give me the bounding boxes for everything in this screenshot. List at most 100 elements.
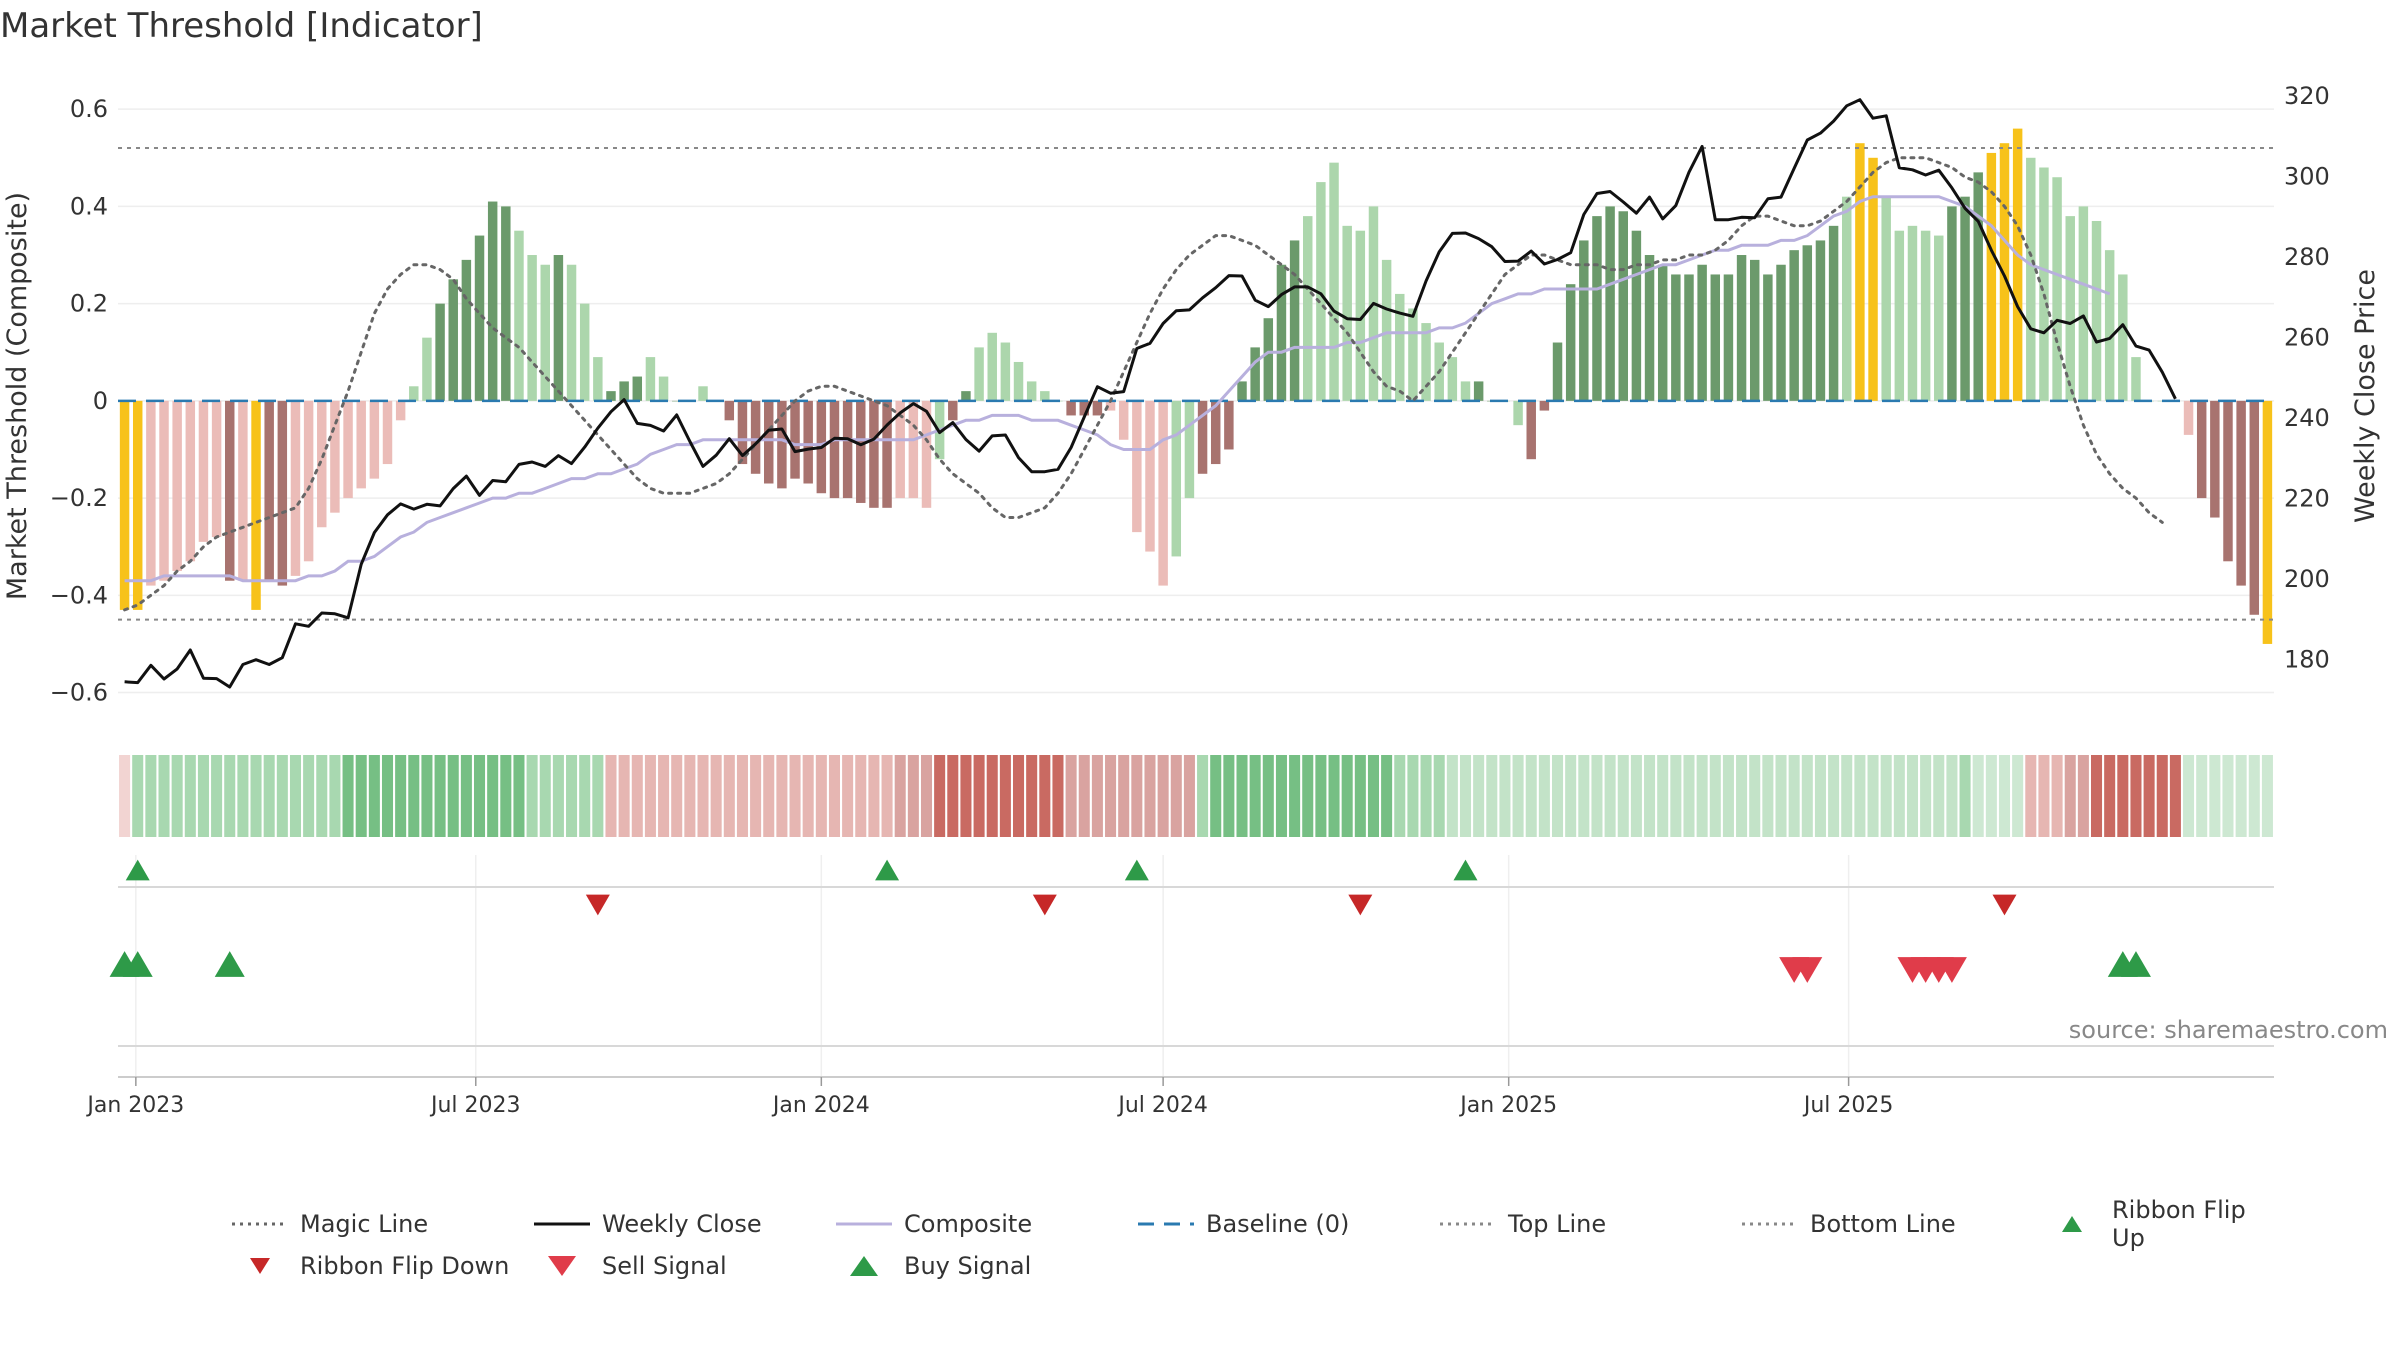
- composite-bar: [198, 400, 209, 542]
- composite-bar: [1329, 162, 1339, 401]
- legend-label: Magic Line: [300, 1210, 429, 1238]
- composite-bar: [1381, 259, 1392, 401]
- ribbon-cell: [1052, 755, 1064, 837]
- composite-bar: [435, 303, 445, 401]
- ribbon-cell: [1065, 755, 1077, 837]
- x-tick-label: Jul 2024: [1116, 1093, 1208, 1118]
- composite-bar: [1802, 245, 1813, 401]
- composite-bar: [2091, 220, 2102, 401]
- ribbon-cell: [1525, 755, 1537, 837]
- legend-item: Magic Line: [230, 1205, 532, 1243]
- ribbon-flip-up-marker: [1124, 859, 1149, 881]
- composite-bar: [842, 400, 853, 499]
- composite-bar: [1092, 400, 1103, 416]
- ribbon-cell: [1683, 755, 1695, 837]
- ribbon-cell: [920, 755, 933, 837]
- composite-bar: [2012, 128, 2023, 401]
- ribbon-cell: [1026, 755, 1038, 837]
- ribbon-cell: [802, 755, 814, 837]
- legend-label: Ribbon Flip Up: [2112, 1196, 2246, 1252]
- x-tick-label: Jul 2025: [1802, 1093, 1894, 1118]
- composite-bar: [1447, 357, 1458, 401]
- composite-bar: [1158, 400, 1168, 586]
- ribbon-cell: [1814, 755, 1826, 837]
- composite-bar: [2118, 274, 2128, 401]
- ribbon-cell: [1262, 755, 1274, 837]
- ribbon-cell: [1105, 755, 1117, 837]
- ribbon-cell: [421, 755, 433, 837]
- ribbon-cell: [211, 755, 223, 837]
- ribbon-cell: [1644, 755, 1656, 837]
- legend-label: Baseline (0): [1206, 1210, 1350, 1238]
- ribbon-cell: [1854, 755, 1866, 837]
- ribbon-cell: [1381, 755, 1393, 837]
- composite-bar: [2210, 400, 2220, 518]
- magic-line: [123, 156, 2164, 612]
- composite-bar: [1618, 211, 1628, 401]
- ribbon-cell: [934, 755, 946, 837]
- ribbon-cell: [119, 755, 131, 837]
- composite-bar: [829, 400, 840, 499]
- ribbon-cell: [316, 755, 328, 837]
- ribbon-cell: [1828, 755, 1840, 837]
- ribbon-cell: [644, 755, 656, 837]
- composite-bar: [1815, 240, 1826, 401]
- composite-line: [124, 195, 2111, 583]
- legend-label: Composite: [904, 1210, 1033, 1238]
- ribbon-cell: [1617, 755, 1629, 837]
- ribbon-cell: [395, 755, 407, 837]
- ribbon-cell: [355, 755, 367, 837]
- ribbon-cell: [1394, 755, 1406, 837]
- legend-swatch-icon: [232, 1222, 288, 1226]
- ribbon-cell: [2183, 755, 2195, 837]
- composite-bar: [1736, 255, 1747, 401]
- composite-bar: [146, 400, 156, 586]
- ribbon-cell: [1144, 755, 1156, 837]
- composite-bar: [948, 400, 958, 421]
- ribbon-cell: [1775, 755, 1787, 837]
- composite-bar: [1986, 152, 1997, 401]
- composite-bar: [1881, 196, 1891, 401]
- composite-bar: [2223, 400, 2233, 562]
- ribbon-cell: [1328, 755, 1340, 837]
- composite-bar: [527, 255, 537, 401]
- ribbon-cell: [2222, 755, 2234, 837]
- legend-item: Ribbon Flip Down: [230, 1247, 532, 1285]
- ribbon-cell: [710, 755, 722, 837]
- ribbon-cell: [1985, 755, 1997, 837]
- legend-label: Sell Signal: [602, 1252, 727, 1280]
- ribbon-cell: [276, 755, 288, 837]
- ribbon-cell: [1736, 755, 1748, 837]
- ribbon-cell: [381, 755, 394, 837]
- ribbon-cell: [526, 755, 538, 837]
- y-left-tick-label: 0: [93, 387, 108, 415]
- ribbon-cell: [1131, 755, 1143, 837]
- composite-bar: [1710, 274, 1721, 401]
- ribbon-cell: [224, 755, 236, 837]
- ribbon-cell: [1249, 755, 1261, 837]
- ribbon-cell: [618, 755, 630, 837]
- composite-bar: [1539, 400, 1550, 411]
- sell-signal-marker: [1792, 957, 1823, 983]
- composite-bar: [487, 201, 498, 401]
- ribbon-cell: [1762, 755, 1774, 837]
- composite-bar: [1105, 400, 1116, 411]
- ribbon-cell: [592, 755, 604, 837]
- source-credit: source: sharemaestro.com: [2068, 1016, 2388, 1044]
- ribbon-cell: [2209, 755, 2221, 837]
- composite-bar: [343, 400, 353, 499]
- ribbon-cell: [1657, 755, 1669, 837]
- x-tick-label: Jan 2024: [771, 1093, 870, 1118]
- ribbon-cell: [2117, 755, 2129, 837]
- ribbon-cell: [1998, 755, 2011, 837]
- ribbon-cell: [1841, 755, 1853, 837]
- composite-bar: [987, 332, 997, 401]
- y-left-tick-label: −0.2: [50, 484, 108, 512]
- composite-bar: [698, 386, 708, 401]
- ribbon-cell: [1722, 755, 1734, 837]
- composite-bar: [1066, 400, 1076, 416]
- composite-bar: [119, 400, 130, 610]
- composite-bar: [1684, 274, 1694, 401]
- legend-item: Weekly Close: [532, 1205, 834, 1243]
- composite-bar: [1408, 308, 1418, 401]
